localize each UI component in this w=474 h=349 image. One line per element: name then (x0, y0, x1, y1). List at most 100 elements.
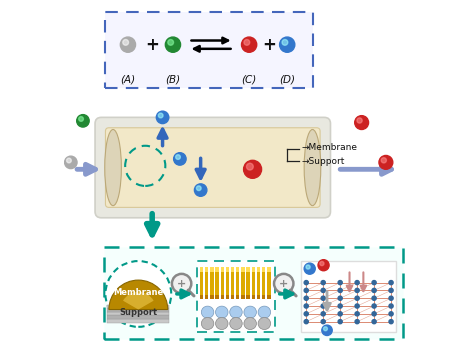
Circle shape (389, 296, 393, 300)
Ellipse shape (258, 306, 271, 318)
Bar (107, 305, 170, 308)
Bar (257, 267, 260, 272)
Circle shape (372, 281, 376, 285)
Circle shape (304, 288, 308, 292)
Text: (B): (B) (165, 74, 181, 84)
Bar (205, 267, 209, 299)
Bar (267, 267, 271, 272)
Circle shape (66, 158, 71, 163)
Circle shape (304, 320, 308, 324)
Bar (257, 267, 260, 299)
Circle shape (338, 320, 342, 324)
Circle shape (321, 304, 325, 308)
Circle shape (282, 39, 288, 45)
Text: Support: Support (119, 309, 157, 318)
Circle shape (123, 39, 128, 45)
Circle shape (355, 312, 359, 316)
Circle shape (120, 37, 136, 52)
Circle shape (64, 156, 77, 169)
Circle shape (355, 116, 369, 129)
Bar (200, 267, 203, 272)
Circle shape (196, 186, 201, 191)
Bar (231, 267, 234, 299)
Bar (301, 261, 396, 332)
Circle shape (304, 296, 308, 300)
Circle shape (355, 320, 359, 324)
Circle shape (320, 261, 324, 266)
Circle shape (304, 263, 315, 274)
Bar (226, 267, 229, 272)
Bar (200, 272, 203, 295)
Bar (231, 267, 234, 272)
Circle shape (322, 325, 332, 335)
Bar (107, 308, 170, 312)
FancyBboxPatch shape (95, 117, 330, 218)
Circle shape (357, 118, 362, 123)
Circle shape (244, 160, 262, 178)
Circle shape (389, 288, 393, 292)
Bar (236, 267, 239, 272)
Circle shape (338, 304, 342, 308)
Circle shape (165, 37, 181, 52)
Circle shape (176, 155, 181, 159)
Circle shape (389, 312, 393, 316)
Circle shape (246, 163, 253, 170)
Text: +: + (177, 279, 186, 289)
Bar (210, 267, 214, 272)
Circle shape (338, 312, 342, 316)
Circle shape (372, 296, 376, 300)
Bar (216, 272, 219, 295)
Bar (262, 267, 265, 299)
Bar (262, 267, 265, 272)
Text: +: + (145, 36, 159, 54)
Bar (104, 247, 403, 339)
Circle shape (156, 111, 169, 124)
Circle shape (389, 281, 393, 285)
Circle shape (355, 288, 359, 292)
Circle shape (355, 296, 359, 300)
Ellipse shape (244, 306, 256, 318)
Circle shape (372, 320, 376, 324)
Ellipse shape (304, 129, 321, 206)
Circle shape (306, 265, 310, 269)
Circle shape (105, 261, 171, 327)
Circle shape (274, 274, 293, 293)
Bar (105, 12, 313, 88)
Circle shape (194, 184, 207, 196)
Bar (205, 272, 209, 295)
Bar (252, 272, 255, 295)
Bar (262, 272, 265, 295)
Bar (210, 272, 214, 295)
Circle shape (321, 320, 325, 324)
Circle shape (321, 296, 325, 300)
Bar (107, 319, 170, 323)
Bar (220, 267, 224, 272)
Circle shape (355, 281, 359, 285)
Ellipse shape (216, 306, 228, 318)
Circle shape (355, 304, 359, 308)
Circle shape (158, 113, 163, 118)
Circle shape (79, 117, 83, 121)
Circle shape (321, 312, 325, 316)
Circle shape (173, 153, 186, 165)
Bar (216, 267, 219, 272)
Circle shape (321, 281, 325, 285)
Circle shape (241, 37, 257, 52)
Circle shape (338, 296, 342, 300)
Bar (200, 267, 203, 299)
Bar (252, 267, 255, 299)
Bar (246, 267, 250, 272)
Circle shape (372, 304, 376, 308)
Bar (220, 272, 224, 295)
Bar (236, 272, 239, 295)
Text: +: + (279, 279, 288, 289)
Circle shape (372, 288, 376, 292)
FancyBboxPatch shape (105, 128, 320, 207)
Circle shape (168, 39, 173, 45)
Circle shape (372, 312, 376, 316)
Circle shape (338, 288, 342, 292)
Circle shape (381, 158, 386, 163)
Text: Membrane: Membrane (113, 288, 164, 297)
Circle shape (389, 320, 393, 324)
Ellipse shape (216, 318, 228, 329)
